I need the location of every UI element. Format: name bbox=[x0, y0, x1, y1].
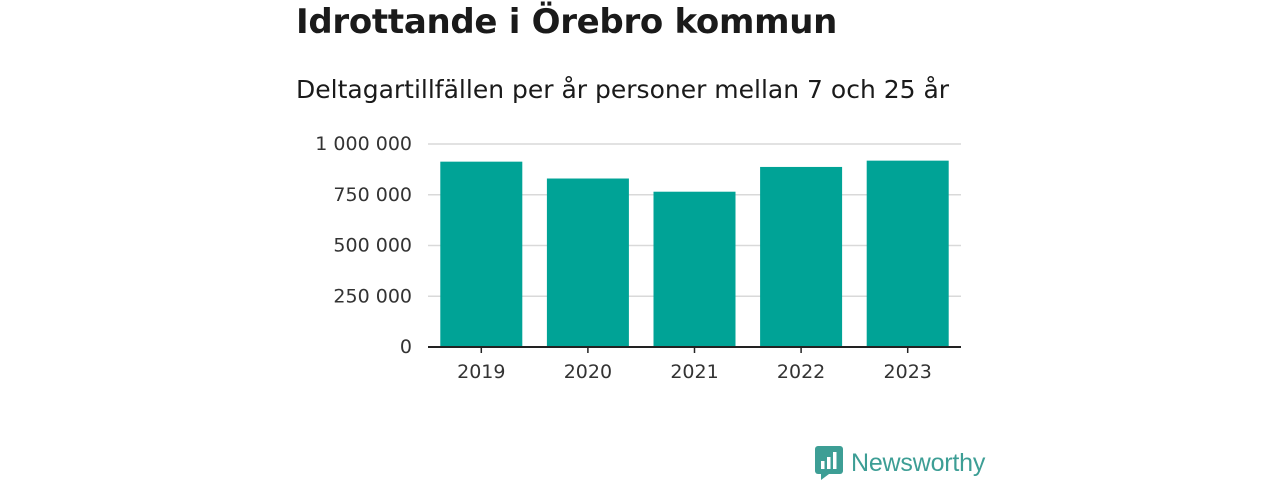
page-subtitle: Deltagartillfällen per år personer mella… bbox=[296, 75, 950, 104]
x-tick-label: 2020 bbox=[564, 361, 612, 383]
x-tick-label: 2023 bbox=[884, 361, 932, 383]
bar-2019 bbox=[440, 161, 523, 347]
newsworthy-logo-icon bbox=[815, 446, 843, 480]
y-tick-label: 750 000 bbox=[333, 184, 412, 206]
y-tick-label: 0 bbox=[400, 336, 412, 358]
y-tick-label: 1 000 000 bbox=[315, 133, 412, 155]
x-tick-label: 2021 bbox=[670, 361, 718, 383]
newsworthy-logo: Newsworthy bbox=[815, 446, 985, 480]
bar-2022 bbox=[760, 166, 843, 347]
bar-chart: 0 250 000 500 000 750 000 1 000 000 2019 2020… bbox=[315, 133, 961, 383]
x-tick-label: 2022 bbox=[777, 361, 825, 383]
bars bbox=[440, 160, 949, 347]
x-tick-label: 2019 bbox=[457, 361, 505, 383]
y-tick-label: 500 000 bbox=[333, 235, 412, 257]
bar-2023 bbox=[866, 160, 949, 347]
newsworthy-logo-text: Newsworthy bbox=[851, 448, 986, 477]
bar-2021 bbox=[653, 191, 736, 347]
bar-2020 bbox=[546, 178, 629, 347]
y-tick-label: 250 000 bbox=[333, 285, 412, 307]
page-title: Idrottande i Örebro kommun bbox=[296, 2, 838, 42]
x-axis-tick-labels: 2019 2020 2021 2022 2023 bbox=[457, 347, 932, 383]
y-axis-tick-labels: 0 250 000 500 000 750 000 1 000 000 bbox=[315, 133, 412, 358]
